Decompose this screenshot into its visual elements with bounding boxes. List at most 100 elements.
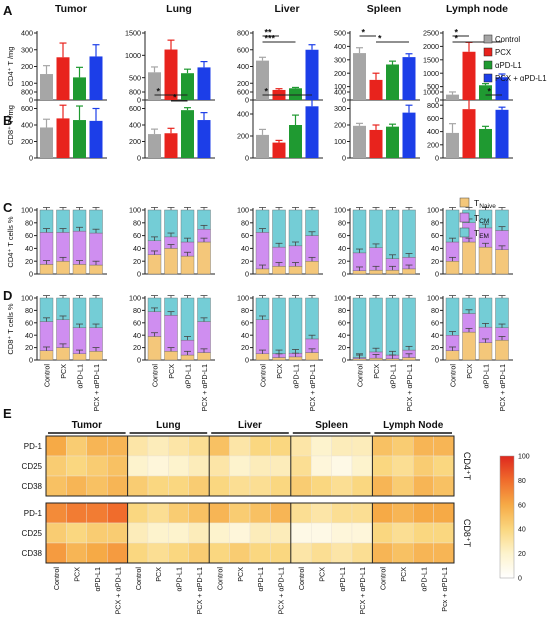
stack-segment-em [352,209,367,254]
y-tick-label: 0 [137,96,141,105]
y-axis-label-A: CD4⁺ T /mg [6,47,15,87]
heatmap-cell [392,435,414,457]
heatmap-group-title: Lung [156,420,180,431]
y-tick-label: 40 [241,244,249,253]
heatmap-cell [127,502,149,524]
stack-segment-naive [164,248,178,275]
bar [89,120,103,158]
colorbar-tick-label: 0 [518,576,522,583]
bar [164,133,178,158]
heatmap-cell [392,455,414,477]
heatmap-cell [392,542,414,564]
heatmap-cell [270,435,291,457]
y-tick-label: 0 [435,96,439,105]
y-tick-label: 1000 [423,69,439,78]
y-tick-label: 0 [29,96,33,105]
y-tick-label: 20 [338,257,346,266]
stack-segment-cm [72,230,87,265]
y-tick-label: 100 [427,206,439,215]
heatmap-cell [66,455,88,477]
stack-segment-naive [197,241,211,275]
bar [73,120,86,158]
y-tick-label: 100 [334,294,346,303]
legend-label: TEM [474,228,489,240]
heatmap-cell [188,522,210,544]
y-tick-label: 40 [133,244,141,253]
heatmap-cell [45,542,67,564]
heatmap-cell [168,455,189,477]
legend-swatch [483,34,493,44]
x-tick-label: PCX + αPD-L1 [92,364,101,412]
heatmap-column-label: PCX [399,567,408,582]
y-tick-label: 0 [29,154,33,163]
heatmap-cell [188,435,210,457]
stack-segment-cm [197,321,211,353]
heatmap-cell [208,502,230,524]
heatmap-cell [45,435,67,457]
legend-label-sub: CM [479,218,489,225]
heatmap-column-label: Control [297,567,306,591]
heatmap-cell [127,475,149,497]
heatmap-cell [372,522,393,544]
y-tick-label: 0 [137,270,141,279]
heatmap-cell [290,475,312,497]
heatmap-cell [45,455,67,477]
y-tick-label: 500 [427,82,439,91]
stack-segment-naive [445,350,460,361]
stack-segment-naive [272,266,286,275]
heatmap-cell [392,522,414,544]
subplot-C-3: 0 20 40 60 80 100 [334,206,420,279]
y-tick-label: 800 [129,88,141,97]
y-tick-label: 80 [241,306,249,315]
y-tick-label: 60 [25,318,33,327]
y-tick-label: 200 [21,62,33,71]
bar [73,77,86,100]
y-tick-label: 0 [245,356,249,365]
subplot-D-0: 0 20 40 60 80 100 Control PCX αPD-L1 PCX + αPD-L1 [21,294,107,412]
stack-segment-cm [255,232,270,270]
heatmap-cell [351,522,373,544]
x-tick-label: Control [449,364,458,388]
stack-segment-naive [495,339,509,361]
legend-label: PCX + αPD-L1 [495,74,547,83]
y-tick-label: 100 [334,82,346,91]
y-tick-label: 60 [338,231,346,240]
bar [89,56,103,100]
bar [462,51,476,100]
heatmap-cell [311,435,332,457]
heatmap-cell [311,522,332,544]
y-tick-label: 0 [342,154,346,163]
legend-label: PCX [495,48,512,57]
heatmap-cell [229,542,251,564]
heatmap-column-label: PCX + αPD-L1 [195,567,204,615]
colorbar [499,455,515,579]
bar [256,60,269,100]
bar [197,67,211,100]
bar [289,88,302,100]
subplot-B-3: 0 100 200 300 400 [334,88,420,163]
heatmap-cell [147,522,169,544]
y-tick-label: 0 [245,154,249,163]
bar [369,79,383,100]
heatmap-cell [413,455,434,477]
heatmap-cell [290,455,312,477]
heatmap-cell [147,502,169,524]
heatmap-cell [45,522,67,544]
y-tick-label: 0 [435,154,439,163]
y-tick-label: 2500 [423,29,439,38]
bar-panels: ABCDETumor0100200300400Lung050010001500L… [3,3,547,421]
heatmap-cell [188,455,210,477]
heatmap-side-label-cd8: CD8⁺T [462,519,472,548]
panel-letter-A: A [3,3,13,18]
y-tick-label: 600 [427,114,439,123]
x-tick-label: PCX + αPD-L1 [405,364,414,412]
colorbar-tick-label: 80 [518,478,526,485]
heatmap-column-label: Control [134,567,143,591]
y-tick-label: 100 [21,294,33,303]
heatmap-cell [168,522,189,544]
heatmap-column-label: PCX + αPD-L1 [113,567,122,615]
heatmap-row-label: CD25 [22,529,43,538]
subplot-B-0: 0 200 400 600 800 [21,88,107,163]
